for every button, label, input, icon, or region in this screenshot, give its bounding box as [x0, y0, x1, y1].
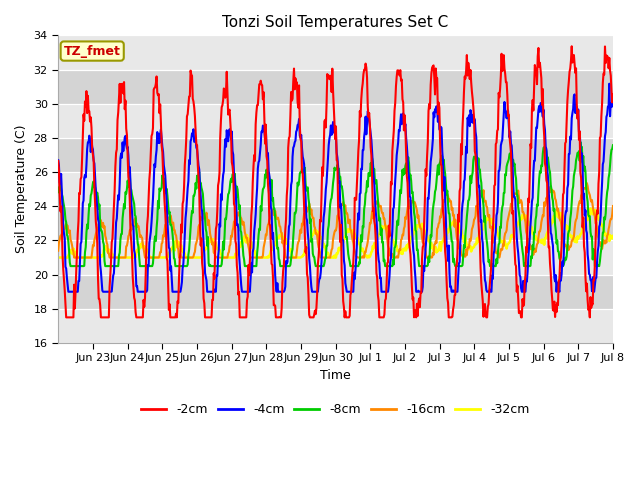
Legend: -2cm, -4cm, -8cm, -16cm, -32cm: -2cm, -4cm, -8cm, -16cm, -32cm — [136, 398, 535, 421]
Bar — [58, 240, 613, 275]
Bar — [58, 275, 613, 309]
Bar — [58, 36, 613, 70]
Bar — [58, 104, 613, 138]
Title: Tonzi Soil Temperatures Set C: Tonzi Soil Temperatures Set C — [223, 15, 449, 30]
X-axis label: Time: Time — [320, 369, 351, 382]
Text: TZ_fmet: TZ_fmet — [64, 45, 121, 58]
Bar — [58, 172, 613, 206]
Bar — [58, 138, 613, 172]
Bar — [58, 206, 613, 240]
Bar — [58, 309, 613, 343]
Bar — [58, 70, 613, 104]
Y-axis label: Soil Temperature (C): Soil Temperature (C) — [15, 125, 28, 253]
